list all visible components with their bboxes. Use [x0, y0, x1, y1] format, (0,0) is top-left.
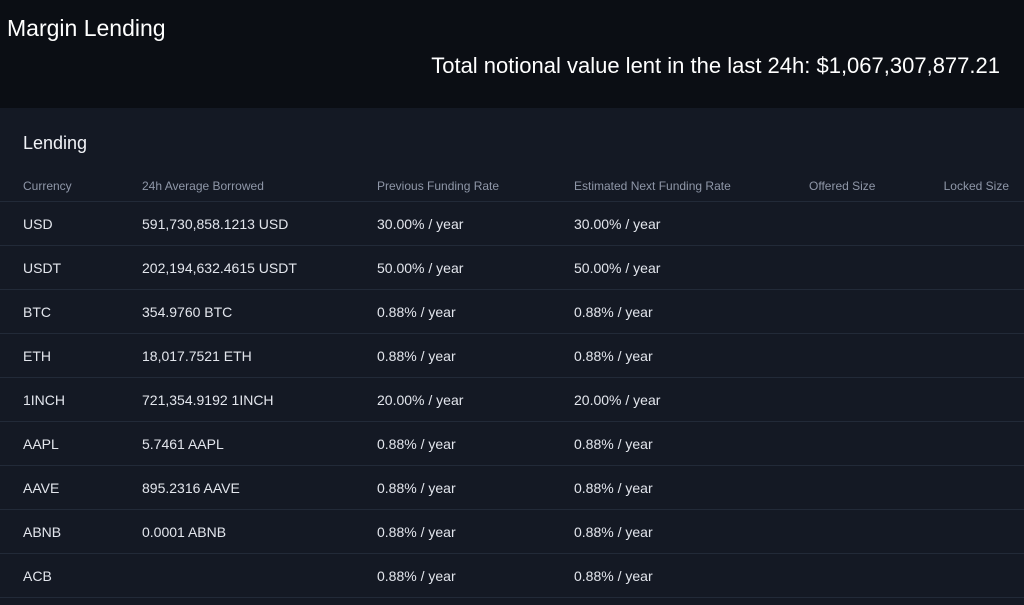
- currency-cell: ABNB: [23, 524, 62, 540]
- next-rate-cell: 0.88% / year: [574, 436, 653, 452]
- previous-rate-cell: 0.88% / year: [377, 348, 456, 364]
- table-row[interactable]: AAVE 895.2316 AAVE 0.88% / year 0.88% / …: [0, 466, 1024, 510]
- previous-rate-cell: 0.88% / year: [377, 480, 456, 496]
- avg-borrowed-cell: 5.7461 AAPL: [142, 436, 224, 452]
- table-row[interactable]: ACB 0.88% / year 0.88% / year: [0, 554, 1024, 598]
- column-header-locked-size[interactable]: Locked Size: [943, 179, 1009, 193]
- next-rate-cell: 50.00% / year: [574, 260, 661, 276]
- avg-borrowed-cell: 895.2316 AAVE: [142, 480, 240, 496]
- currency-cell: 1INCH: [23, 392, 66, 408]
- table-row[interactable]: BTC 354.9760 BTC 0.88% / year 0.88% / ye…: [0, 290, 1024, 334]
- lending-table-body: USD 591,730,858.1213 USD 30.00% / year 3…: [0, 202, 1024, 598]
- avg-borrowed-cell: 0.0001 ABNB: [142, 524, 227, 540]
- currency-cell: AAPL: [23, 436, 59, 452]
- currency-cell: ETH: [23, 348, 51, 364]
- next-rate-cell: 0.88% / year: [574, 524, 653, 540]
- column-header-previous-rate[interactable]: Previous Funding Rate: [377, 179, 500, 193]
- next-rate-cell: 20.00% / year: [574, 392, 661, 408]
- next-rate-cell: 0.88% / year: [574, 304, 653, 320]
- previous-rate-cell: 0.88% / year: [377, 568, 456, 584]
- currency-cell: USDT: [23, 260, 62, 276]
- next-rate-cell: 0.88% / year: [574, 568, 653, 584]
- previous-rate-cell: 0.88% / year: [377, 436, 456, 452]
- table-row[interactable]: ETH 18,017.7521 ETH 0.88% / year 0.88% /…: [0, 334, 1024, 378]
- currency-cell: USD: [23, 216, 53, 232]
- avg-borrowed-cell: 18,017.7521 ETH: [142, 348, 252, 364]
- table-row[interactable]: USD 591,730,858.1213 USD 30.00% / year 3…: [0, 202, 1024, 246]
- next-rate-cell: 0.88% / year: [574, 480, 653, 496]
- column-header-offered-size[interactable]: Offered Size: [809, 179, 876, 193]
- section-title-lending: Lending: [23, 133, 88, 153]
- avg-borrowed-cell: 591,730,858.1213 USD: [142, 216, 289, 232]
- column-header-next-rate[interactable]: Estimated Next Funding Rate: [574, 179, 731, 193]
- table-header: Currency 24h Average Borrowed Previous F…: [0, 176, 1024, 202]
- column-header-avg-borrowed[interactable]: 24h Average Borrowed: [142, 179, 264, 193]
- next-rate-cell: 30.00% / year: [574, 216, 661, 232]
- lending-panel: Lending Currency 24h Average Borrowed Pr…: [0, 108, 1024, 605]
- table-row[interactable]: ABNB 0.0001 ABNB 0.88% / year 0.88% / ye…: [0, 510, 1024, 554]
- page-title: Margin Lending: [7, 15, 166, 41]
- table-row[interactable]: USDT 202,194,632.4615 USDT 50.00% / year…: [0, 246, 1024, 290]
- table-row[interactable]: 1INCH 721,354.9192 1INCH 20.00% / year 2…: [0, 378, 1024, 422]
- previous-rate-cell: 0.88% / year: [377, 524, 456, 540]
- column-header-currency[interactable]: Currency: [23, 179, 72, 193]
- previous-rate-cell: 20.00% / year: [377, 392, 464, 408]
- currency-cell: ACB: [23, 568, 52, 584]
- table-row[interactable]: AAPL 5.7461 AAPL 0.88% / year 0.88% / ye…: [0, 422, 1024, 466]
- previous-rate-cell: 30.00% / year: [377, 216, 464, 232]
- avg-borrowed-cell: 202,194,632.4615 USDT: [142, 260, 297, 276]
- previous-rate-cell: 50.00% / year: [377, 260, 464, 276]
- avg-borrowed-cell: 354.9760 BTC: [142, 304, 233, 320]
- next-rate-cell: 0.88% / year: [574, 348, 653, 364]
- currency-cell: BTC: [23, 304, 51, 320]
- previous-rate-cell: 0.88% / year: [377, 304, 456, 320]
- page-header: Margin Lending Total notional value lent…: [0, 0, 1024, 108]
- currency-cell: AAVE: [23, 480, 60, 496]
- avg-borrowed-cell: 721,354.9192 1INCH: [142, 392, 274, 408]
- total-notional-value: Total notional value lent in the last 24…: [431, 53, 1000, 78]
